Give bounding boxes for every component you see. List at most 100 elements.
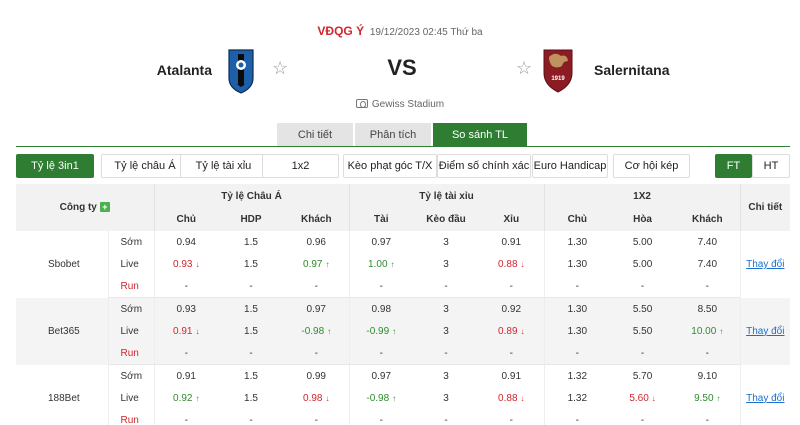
- home-team-logo[interactable]: [225, 48, 257, 94]
- odds-value: 0.93: [173, 258, 193, 270]
- odds-cell: 0.92: [479, 297, 545, 321]
- odds-phase-label: Live: [107, 320, 154, 343]
- subtab-1x2[interactable]: 1x2: [262, 154, 339, 178]
- odds-value: -: [575, 414, 579, 425]
- odds-value: 5.00: [632, 236, 653, 248]
- odds-cell: 1.5: [218, 297, 284, 321]
- subtab-euro-handicap[interactable]: Euro Handicap: [532, 154, 608, 178]
- odds-cell: 9.10: [675, 365, 740, 387]
- odds-cell: 10.00 ↑: [675, 320, 741, 343]
- odds-value: 1.00: [368, 258, 388, 270]
- favorite-home-star-icon[interactable]: ☆: [272, 58, 289, 78]
- odds-cell: 0.96: [284, 231, 349, 253]
- change-history-link[interactable]: Thay đổi: [746, 392, 785, 404]
- col-header: Hòa: [610, 208, 676, 231]
- odds-value: 1.5: [244, 325, 258, 337]
- arrow-down-icon: ↓: [195, 326, 200, 336]
- odds-phase-label: Sớm: [107, 297, 154, 321]
- arrow-up-icon: ↑: [716, 393, 721, 403]
- odds-value: 7.40: [697, 236, 718, 248]
- odds-value: -0.98: [301, 325, 325, 337]
- detail-header: Chi tiết: [739, 184, 791, 231]
- odds-cell: 0.88 ↓: [479, 253, 544, 275]
- col-header: Xỉu: [479, 208, 545, 231]
- odds-phase-label: Sớm: [107, 364, 154, 388]
- odds-value: -: [444, 280, 448, 292]
- tabs-divider: [16, 146, 790, 147]
- change-history-link[interactable]: Thay đổi: [746, 325, 785, 337]
- league-line: VĐQG Ý 19/12/2023 02:45 Thứ ba: [0, 24, 800, 38]
- odds-value: 0.88: [498, 258, 518, 270]
- table-row: Live 0.92 ↑ 1.5 0.98 ↓ -0.98 ↑ 3 0.88 ↓ 1.32 5.60 ↓ 9.…: [16, 387, 790, 410]
- subtab-diem-so-chinh-xac[interactable]: Điểm số chính xác: [437, 154, 531, 178]
- odds-cell: 1.5: [218, 253, 284, 275]
- match-header: VĐQG Ý 19/12/2023 02:45 Thứ ba Atalanta …: [0, 0, 800, 118]
- odds-cell: 0.97: [348, 231, 414, 254]
- odds-cell: -: [413, 409, 480, 425]
- odds-value: 1.5: [244, 236, 258, 248]
- odds-cell: -: [675, 342, 741, 366]
- odds-value: 0.97: [306, 303, 326, 315]
- table-row: Sbobet Sớm 0.94 1.5 0.96 0.97 3 0.91 1.30 5.00 7.4…: [16, 231, 791, 298]
- col-header: Chủ: [153, 208, 218, 231]
- odds-value: -: [575, 280, 579, 292]
- league-name[interactable]: VĐQG Ý: [317, 24, 365, 38]
- odds-cell: 0.97 ↑: [284, 253, 349, 275]
- change-history-link[interactable]: Thay đổi: [746, 258, 785, 270]
- odds-cell: 1.5: [218, 320, 284, 343]
- odds-value: 1.5: [244, 258, 258, 270]
- odds-value: -: [705, 347, 709, 359]
- toggle-ht[interactable]: HT: [752, 154, 790, 178]
- odds-value: 3: [443, 370, 449, 382]
- subtab-keo-phat-goc[interactable]: Kèo phạt góc T/X: [343, 154, 437, 178]
- odds-value: 0.91: [176, 370, 196, 382]
- subtab-chau-a[interactable]: Tỷ lệ châu Á: [101, 154, 189, 178]
- odds-value: -: [184, 347, 188, 359]
- subtab-3in1[interactable]: Tỷ lệ 3in1: [16, 154, 94, 178]
- odds-value: -: [379, 280, 383, 292]
- odds-cell: 0.93: [153, 297, 218, 321]
- odds-value: -: [444, 347, 448, 359]
- tab-chi-tiet[interactable]: Chi tiết: [277, 123, 353, 147]
- odds-value: 5.50: [632, 303, 653, 315]
- odds-cell: 1.5: [218, 231, 284, 253]
- away-team-logo[interactable]: 1919: [541, 47, 575, 93]
- odds-value: -: [314, 347, 318, 359]
- odds-cell: 1.5: [218, 387, 284, 409]
- over-under-header: Tỷ lệ tài xỉu: [348, 184, 545, 208]
- odds-value: 0.99: [306, 370, 326, 382]
- tab-phan-tich[interactable]: Phân tích: [355, 123, 431, 147]
- arrow-down-icon: ↓: [325, 393, 330, 403]
- home-team-name[interactable]: Atalanta: [156, 62, 212, 78]
- odds-cell: -0.98 ↑: [348, 387, 414, 410]
- odds-value: 3: [443, 303, 449, 315]
- odds-cell: 0.98 ↓: [284, 387, 349, 409]
- odds-cell: -: [543, 409, 611, 425]
- odds-cell: -: [479, 409, 545, 425]
- table-row: Live 0.91 ↓ 1.5 -0.98 ↑ -0.99 ↑ 3 0.89 ↓ 1.30 5.50 10…: [16, 320, 790, 343]
- favorite-away-star-icon[interactable]: ☆: [516, 58, 533, 78]
- odds-cell: 8.50: [675, 297, 741, 321]
- odds-cell: -: [218, 409, 284, 425]
- toggle-ft[interactable]: FT: [715, 154, 752, 178]
- odds-cell: -: [153, 409, 218, 425]
- bookmaker-name: 188Bet: [48, 392, 80, 404]
- odds-value: -: [575, 347, 579, 359]
- odds-cell: 1.32: [543, 387, 611, 410]
- bookmaker-name: Bet365: [16, 297, 108, 365]
- tab-so-sanh-tl[interactable]: So sánh TL: [433, 123, 527, 147]
- away-team-name[interactable]: Salernitana: [594, 62, 670, 78]
- arrow-up-icon: ↑: [392, 393, 397, 403]
- subtab-tai-xiu[interactable]: Tỷ lệ tài xỉu: [180, 154, 267, 178]
- odds-value: 1.30: [567, 236, 588, 248]
- odds-cell: -: [675, 275, 741, 299]
- odds-cell: 5.50: [610, 320, 676, 343]
- odds-cell: 3: [413, 253, 479, 275]
- odds-cell: 0.89 ↓: [479, 320, 545, 343]
- col-header: Khách: [675, 208, 741, 231]
- subtab-co-hoi-kep[interactable]: Cơ hội kép: [613, 154, 690, 178]
- add-company-plus-icon[interactable]: +: [99, 202, 110, 212]
- odds-cell: -: [153, 342, 218, 366]
- odds-value: 0.97: [371, 370, 392, 382]
- detail-cell: Thay đổi: [739, 297, 791, 365]
